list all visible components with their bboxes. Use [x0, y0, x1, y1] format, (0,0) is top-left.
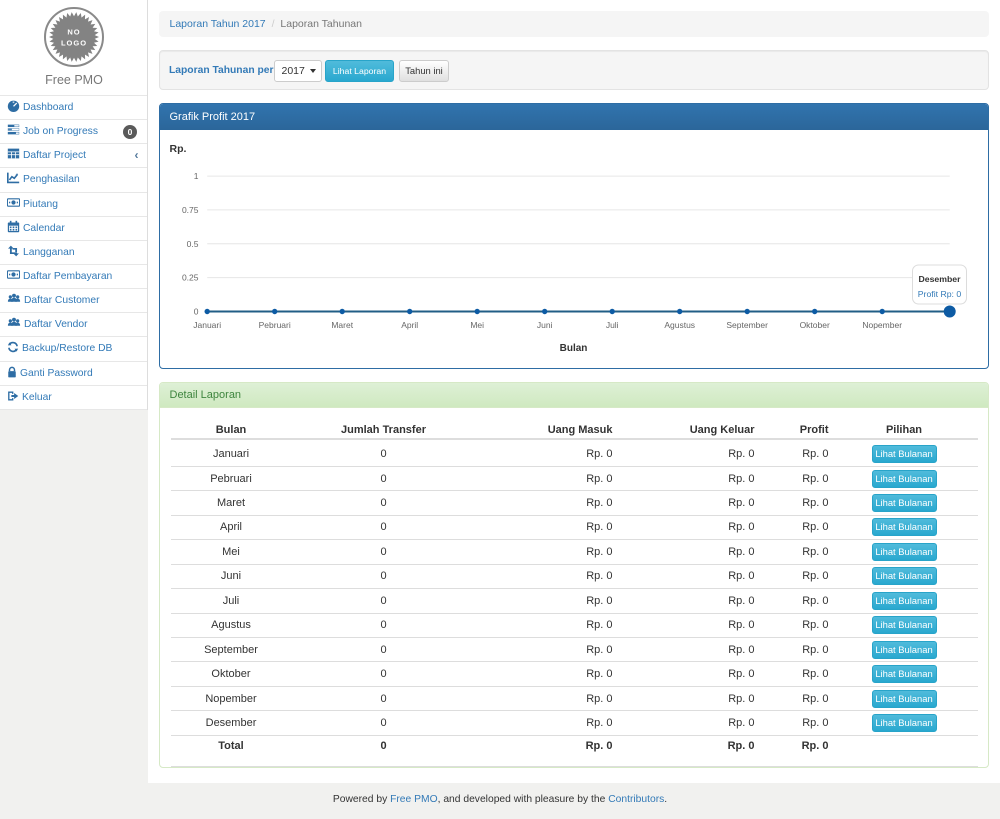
- svg-text:Oktober: Oktober: [799, 320, 829, 330]
- svg-text:Juni: Juni: [536, 320, 552, 330]
- svg-text:Bulan: Bulan: [559, 343, 587, 354]
- svg-text:0.25: 0.25: [181, 273, 198, 283]
- svg-text:Agustus: Agustus: [664, 320, 695, 330]
- svg-text:Juli: Juli: [605, 320, 618, 330]
- svg-text:April: April: [401, 320, 418, 330]
- svg-text:Mei: Mei: [470, 320, 484, 330]
- svg-text:LOGO: LOGO: [61, 39, 87, 48]
- svg-text:0.75: 0.75: [181, 205, 198, 215]
- svg-text:Rp.: Rp.: [169, 143, 186, 155]
- svg-text:NO: NO: [67, 28, 80, 37]
- svg-text:0: 0: [193, 307, 198, 317]
- svg-text:Januari: Januari: [193, 320, 221, 330]
- svg-text:1: 1: [193, 171, 198, 181]
- svg-text:Pebruari: Pebruari: [258, 320, 290, 330]
- svg-text:Nopember: Nopember: [862, 320, 902, 330]
- svg-text:Profit Rp: 0: Profit Rp: 0: [917, 289, 961, 299]
- svg-text:0.5: 0.5: [186, 239, 198, 249]
- svg-text:Desember: Desember: [918, 274, 961, 284]
- svg-text:Maret: Maret: [331, 320, 353, 330]
- svg-text:September: September: [726, 320, 768, 330]
